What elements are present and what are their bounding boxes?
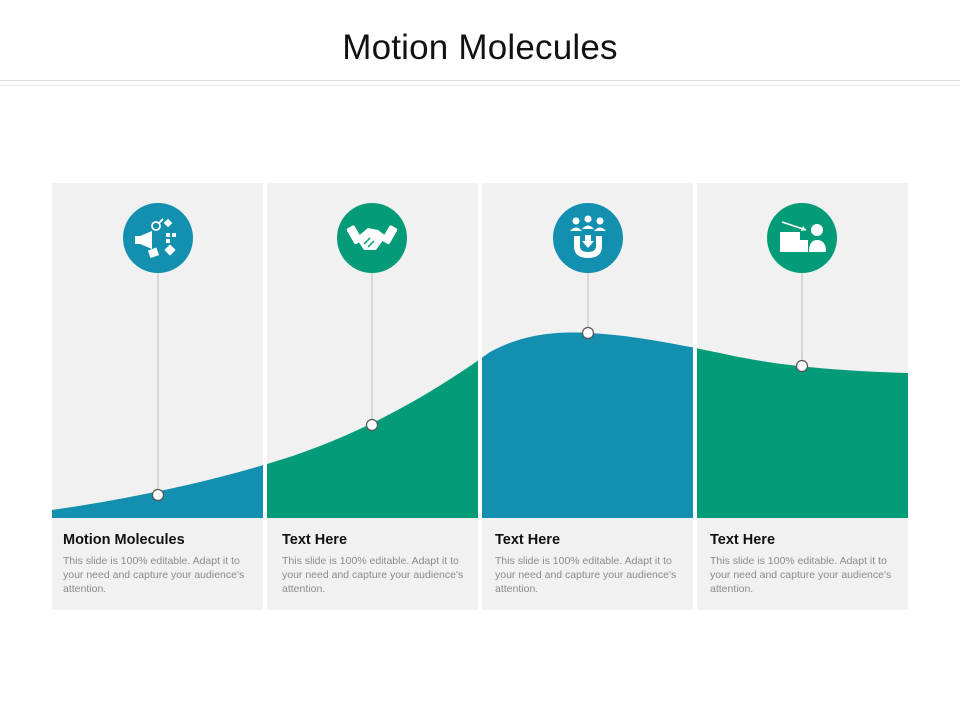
curve-area-2 [267, 360, 478, 518]
curve-area-4 [697, 348, 908, 518]
column-heading-4: Text Here [710, 532, 776, 548]
column-body-3: This slide is 100% editable. Adapt it to… [495, 555, 677, 595]
column-heading-2: Text Here [282, 532, 348, 548]
handshake-icon [337, 203, 407, 273]
column-text-1: Motion Molecules This slide is 100% edit… [63, 532, 253, 596]
title-divider [0, 80, 960, 81]
slide-title: Motion Molecules [342, 28, 618, 67]
column-text-3: Text Here This slide is 100% editable. A… [495, 532, 685, 596]
marketing-megaphone-icon [123, 203, 193, 273]
column-body-4: This slide is 100% editable. Adapt it to… [710, 555, 892, 595]
column-heading-1: Motion Molecules [63, 532, 185, 548]
column-body-2: This slide is 100% editable. Adapt it to… [282, 555, 464, 595]
presentation-board-icon [767, 203, 837, 273]
title-divider-secondary [0, 85, 960, 86]
marker-dot-1 [151, 488, 165, 502]
column-text-2: Text Here This slide is 100% editable. A… [282, 532, 472, 596]
column-body-1: This slide is 100% editable. Adapt it to… [63, 555, 245, 595]
marker-dot-2 [365, 418, 379, 432]
customer-magnet-icon [553, 203, 623, 273]
marker-dot-4 [795, 359, 809, 373]
column-text-4: Text Here This slide is 100% editable. A… [710, 532, 900, 596]
curve-area-3 [482, 332, 693, 518]
column-heading-3: Text Here [495, 532, 561, 548]
marker-dot-3 [581, 326, 595, 340]
